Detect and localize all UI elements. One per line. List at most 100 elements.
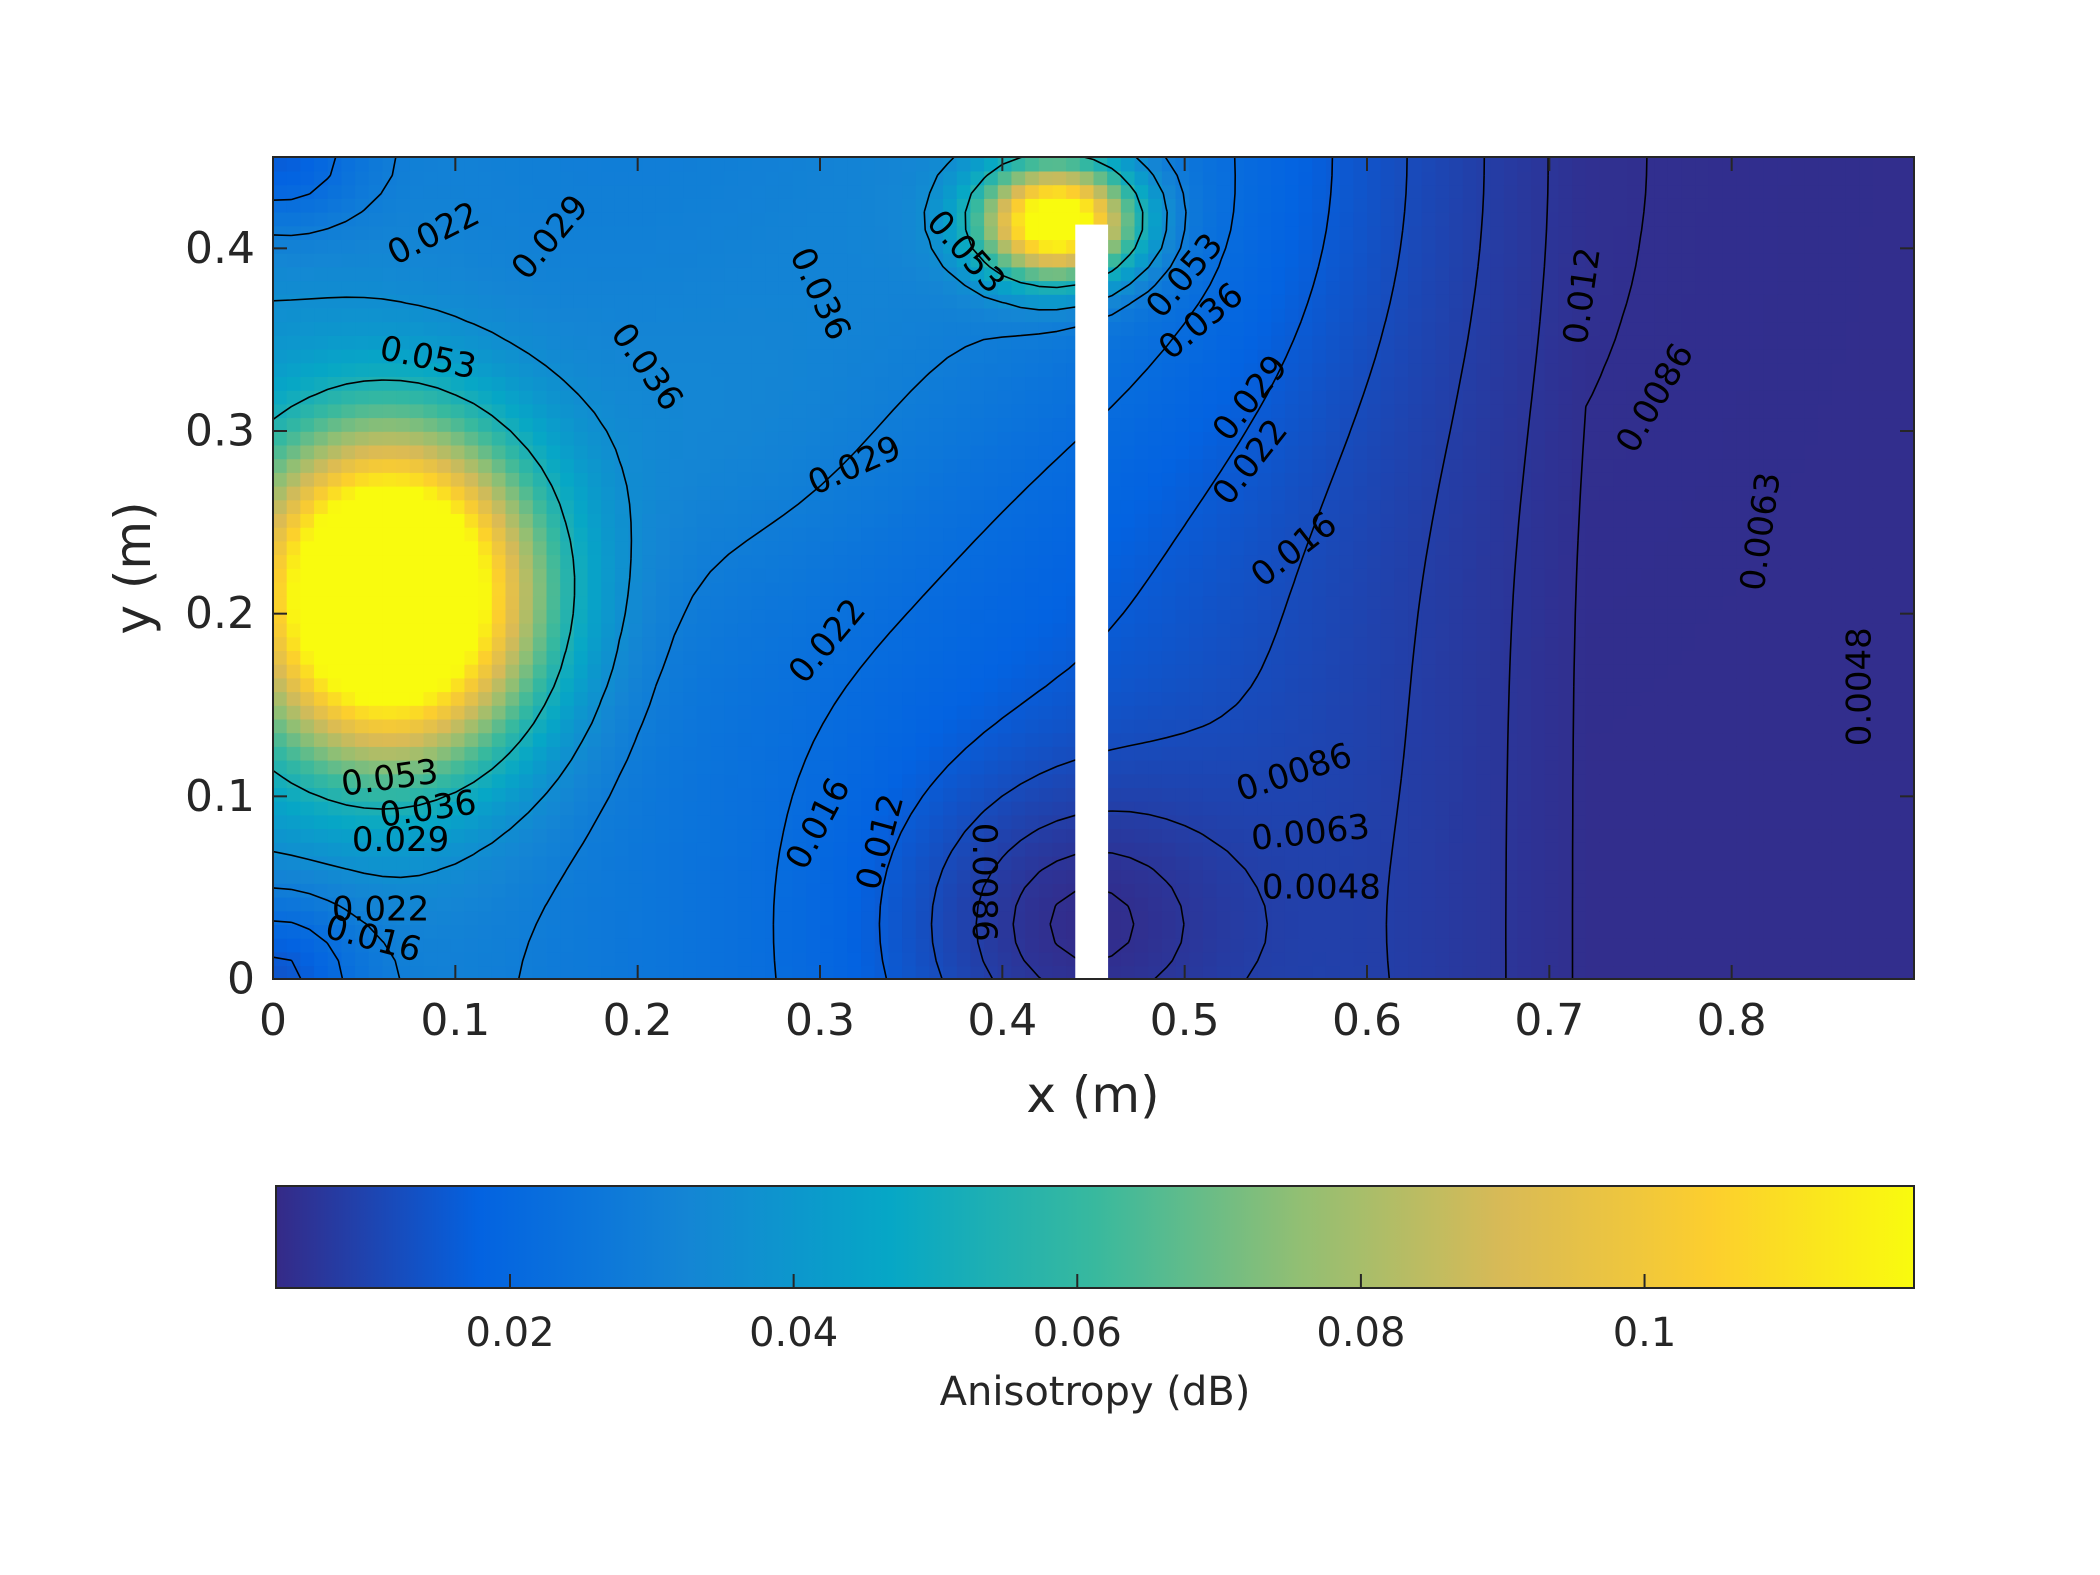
heatmap-cell [1230, 746, 1245, 761]
heatmap-cell [1421, 910, 1437, 925]
heatmap-cell [1353, 691, 1368, 706]
heatmap-cell [1243, 951, 1259, 967]
heatmap-cell [1189, 855, 1204, 871]
heatmap-cell [1298, 444, 1314, 460]
heatmap-cell [1585, 663, 1601, 679]
heatmap-cell [1435, 869, 1450, 884]
heatmap-cell [1886, 472, 1902, 487]
heatmap-cell [1408, 828, 1423, 843]
heatmap-cell [1230, 650, 1245, 665]
heatmap-cell [1216, 622, 1232, 638]
heatmap-cell [1038, 622, 1054, 638]
heatmap-cell [1353, 732, 1368, 747]
heatmap-cell [1476, 650, 1491, 665]
heatmap-cell [820, 636, 835, 651]
heatmap-cell [1421, 526, 1437, 542]
heatmap-cell [1845, 444, 1861, 460]
heatmap-cell [519, 663, 534, 679]
heatmap-cell [1544, 636, 1560, 651]
heatmap-cell [1230, 568, 1245, 583]
heatmap-cell [792, 842, 808, 857]
heatmap-cell [423, 924, 438, 939]
heatmap-cell [1749, 800, 1765, 816]
heatmap-cell [1175, 718, 1191, 734]
heatmap-cell [1230, 691, 1245, 706]
heatmap-cell [984, 444, 999, 460]
heatmap-cell [546, 568, 561, 583]
heatmap-cell [1325, 951, 1341, 967]
heatmap-cell [1435, 746, 1450, 761]
heatmap-cell [464, 746, 479, 761]
heatmap-cell [327, 650, 343, 665]
heatmap-cell [1585, 910, 1601, 925]
heatmap-cell [450, 609, 466, 624]
heatmap-cell [751, 869, 767, 884]
heatmap-cell [710, 609, 726, 624]
heatmap-cell [1325, 855, 1341, 871]
heatmap-cell [847, 746, 862, 761]
heatmap-cell [1503, 814, 1519, 830]
heatmap-cell [1777, 554, 1792, 569]
heatmap-cell [1189, 417, 1204, 432]
heatmap-cell [273, 403, 288, 419]
heatmap-cell [710, 403, 726, 419]
heatmap-cell [1175, 773, 1191, 788]
heatmap-cell [642, 800, 657, 816]
heatmap-cell [1558, 595, 1573, 610]
heatmap-cell [1148, 540, 1163, 556]
heatmap-cell [1818, 842, 1833, 857]
heatmap-cell [1134, 499, 1150, 514]
heatmap-cell [1325, 595, 1341, 610]
heatmap-cell [327, 787, 343, 802]
heatmap-cell [1599, 814, 1614, 830]
heatmap-cell [1230, 896, 1245, 912]
heatmap-cell [423, 444, 438, 460]
heatmap-cell [1476, 540, 1491, 556]
heatmap-cell [1011, 759, 1026, 775]
heatmap-cell [888, 937, 903, 953]
heatmap-cell [1613, 677, 1628, 693]
heatmap-cell [300, 718, 315, 734]
heatmap-cell [1107, 883, 1122, 898]
heatmap-cell [833, 705, 849, 720]
heatmap-cell [1243, 759, 1259, 775]
heatmap-cell [792, 677, 808, 693]
heatmap-cell [751, 472, 767, 487]
heatmap-cell [587, 842, 603, 857]
heatmap-cell [1230, 937, 1245, 953]
heatmap-cell [1886, 732, 1902, 747]
heatmap-cell [1626, 732, 1642, 747]
heatmap-cell [710, 800, 726, 816]
heatmap-cell [888, 705, 903, 720]
heatmap-cell [792, 568, 808, 583]
heatmap-cell [1503, 526, 1519, 542]
heatmap-cell [1134, 485, 1150, 501]
heatmap-cell [355, 554, 370, 569]
heatmap-cell [1435, 609, 1450, 624]
heatmap-cell [1736, 636, 1751, 651]
heatmap-cell [1284, 828, 1300, 843]
heatmap-cell [1339, 609, 1355, 624]
heatmap-cell [874, 581, 890, 597]
heatmap-cell [1271, 444, 1286, 460]
heatmap-cell [560, 705, 575, 720]
heatmap-cell [1421, 924, 1437, 939]
heatmap-cell [628, 417, 644, 432]
heatmap-cell [642, 417, 657, 432]
heatmap-cell [1284, 746, 1300, 761]
heatmap-cell [1831, 951, 1847, 967]
heatmap-cell [1380, 814, 1396, 830]
heatmap-cell [1476, 773, 1491, 788]
heatmap-cell [1257, 869, 1273, 884]
heatmap-cell [450, 787, 466, 802]
heatmap-cell [314, 759, 329, 775]
heatmap-cell [628, 554, 644, 569]
heatmap-cell [601, 732, 616, 747]
heatmap-cell [1107, 472, 1122, 487]
heatmap-cell [1243, 485, 1259, 501]
heatmap-cell [1408, 554, 1423, 569]
heatmap-cell [1736, 842, 1751, 857]
heatmap-cell [587, 855, 603, 871]
heatmap-cell [1490, 513, 1505, 528]
heatmap-cell [1216, 773, 1232, 788]
